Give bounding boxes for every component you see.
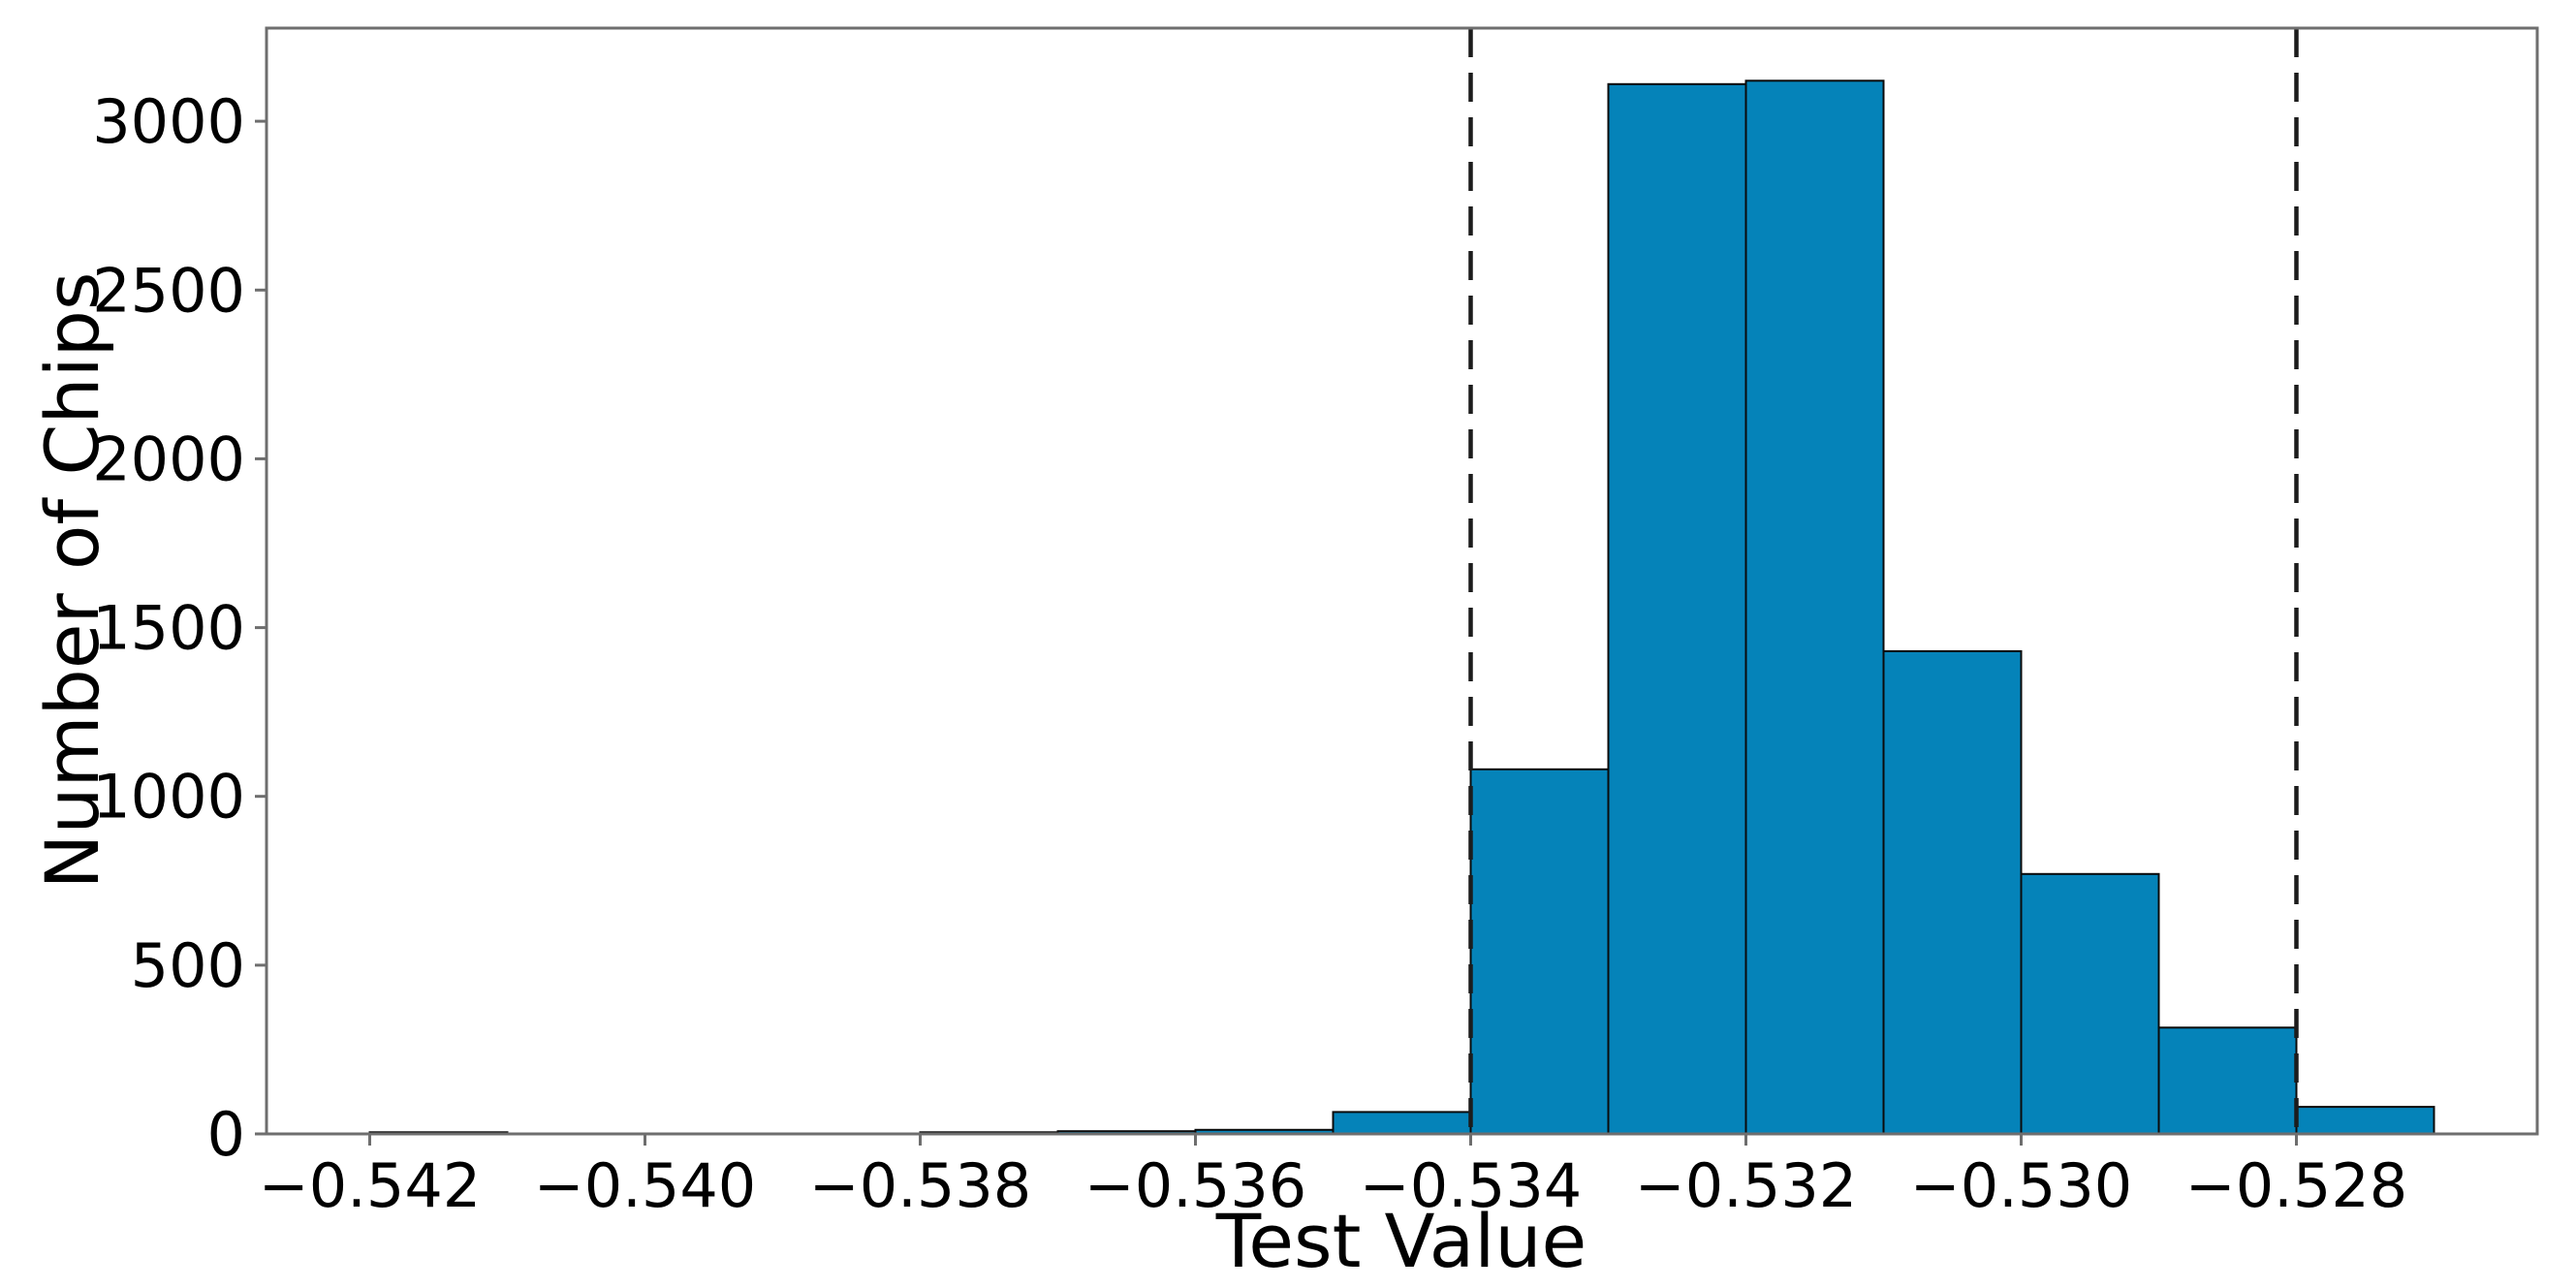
x-tick-label: −0.540 [534, 1150, 756, 1221]
y-tick-label: 500 [131, 930, 245, 1001]
histogram-bar [1607, 82, 1747, 1135]
plot-frame [265, 26, 2539, 1136]
histogram-bar [1469, 768, 1610, 1135]
y-tick-label: 1500 [92, 593, 245, 664]
y-tick-label: 3000 [92, 86, 245, 157]
x-tick-label: −0.538 [809, 1150, 1031, 1221]
histogram-bar [1332, 1111, 1472, 1136]
y-tick-label: 0 [207, 1099, 245, 1170]
y-tick-label: 1000 [92, 762, 245, 832]
x-tick-label: −0.530 [1910, 1150, 2132, 1221]
histogram-bar [1744, 79, 1885, 1135]
histogram-bar [2020, 872, 2160, 1135]
histogram-bar [2295, 1106, 2435, 1135]
y-tick-label: 2500 [92, 255, 245, 326]
x-axis-label: Test Value [1215, 1198, 1587, 1284]
x-tick-label: −0.542 [259, 1150, 481, 1221]
x-tick-label: −0.528 [2185, 1150, 2407, 1221]
x-tick-label: −0.532 [1635, 1150, 1857, 1221]
histogram-bar [2157, 1026, 2298, 1136]
x-tick-label: −0.536 [1084, 1150, 1306, 1221]
y-axis-label: Number of Chips [29, 271, 115, 890]
x-tick-label: −0.534 [1360, 1150, 1582, 1221]
y-tick-label: 2000 [92, 424, 245, 494]
histogram-bar [1882, 649, 2023, 1136]
